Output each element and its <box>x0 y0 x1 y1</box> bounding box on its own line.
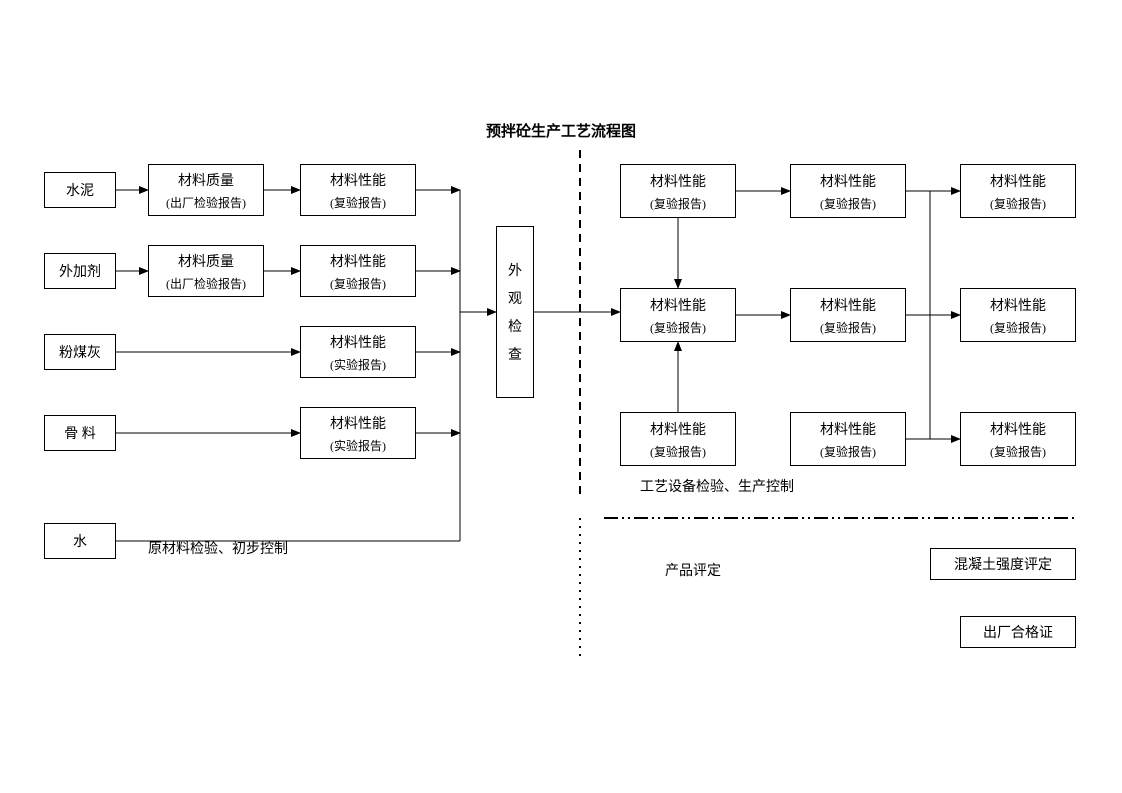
label-process-control: 工艺设备检验、生产控制 <box>640 476 794 496</box>
box-quality-2: 材料质量 (出厂检验报告) <box>148 245 264 297</box>
box-main: 材料性能 <box>990 295 1046 315</box>
box-quality-1: 材料质量 (出厂检验报告) <box>148 164 264 216</box>
box-aggregate: 骨 料 <box>44 415 116 451</box>
box-sub: (复验报告) <box>820 319 876 336</box>
label-product-eval: 产品评定 <box>665 560 721 580</box>
box-main: 材料性能 <box>650 171 706 191</box>
box-sub: (复验报告) <box>650 195 706 212</box>
box-main: 材料性能 <box>330 251 386 271</box>
box-r3c3: 材料性能 (复验报告) <box>960 412 1076 466</box>
vchar: 检 <box>508 316 522 336</box>
box-sub: (复验报告) <box>330 194 386 211</box>
box-cement: 水泥 <box>44 172 116 208</box>
box-sub: (复验报告) <box>650 319 706 336</box>
flowchart-arrows <box>0 0 1122 793</box>
box-sub: (复验报告) <box>330 275 386 292</box>
box-sub: (复验报告) <box>990 443 1046 460</box>
box-sub: (复验报告) <box>990 195 1046 212</box>
box-perf-1: 材料性能 (复验报告) <box>300 164 416 216</box>
box-r2c3: 材料性能 (复验报告) <box>960 288 1076 342</box>
box-r2c1: 材料性能 (复验报告) <box>620 288 736 342</box>
box-r1c2: 材料性能 (复验报告) <box>790 164 906 218</box>
box-main: 材料性能 <box>330 170 386 190</box>
box-sub: (实验报告) <box>330 356 386 373</box>
box-main: 材料质量 <box>178 251 234 271</box>
box-r1c1: 材料性能 (复验报告) <box>620 164 736 218</box>
box-main: 材料性能 <box>330 413 386 433</box>
box-main: 材料性能 <box>650 295 706 315</box>
box-main: 材料性能 <box>820 419 876 439</box>
box-strength-eval: 混凝土强度评定 <box>930 548 1076 580</box>
vchar: 查 <box>508 344 522 364</box>
page-title: 预拌砼生产工艺流程图 <box>0 120 1122 141</box>
box-additive: 外加剂 <box>44 253 116 289</box>
box-sub: (出厂检验报告) <box>166 194 246 211</box>
box-sub: (复验报告) <box>820 443 876 460</box>
box-factory-cert: 出厂合格证 <box>960 616 1076 648</box>
box-main: 材料性能 <box>820 295 876 315</box>
box-perf-4: 材料性能 (实验报告) <box>300 407 416 459</box>
label-raw-materials: 原材料检验、初步控制 <box>148 538 288 558</box>
box-sub: (出厂检验报告) <box>166 275 246 292</box>
box-perf-3: 材料性能 (实验报告) <box>300 326 416 378</box>
box-r2c2: 材料性能 (复验报告) <box>790 288 906 342</box>
box-main: 材料性能 <box>820 171 876 191</box>
box-main: 材料性能 <box>330 332 386 352</box>
box-r3c2: 材料性能 (复验报告) <box>790 412 906 466</box>
box-perf-2: 材料性能 (复验报告) <box>300 245 416 297</box>
box-main: 材料性能 <box>990 419 1046 439</box>
vchar: 观 <box>508 288 522 308</box>
box-main: 材料质量 <box>178 170 234 190</box>
box-water: 水 <box>44 523 116 559</box>
vchar: 外 <box>508 260 522 280</box>
box-sub: (复验报告) <box>820 195 876 212</box>
box-sub: (实验报告) <box>330 437 386 454</box>
box-r1c3: 材料性能 (复验报告) <box>960 164 1076 218</box>
box-r3c1: 材料性能 (复验报告) <box>620 412 736 466</box>
box-sub: (复验报告) <box>990 319 1046 336</box>
box-flyash: 粉煤灰 <box>44 334 116 370</box>
box-sub: (复验报告) <box>650 443 706 460</box>
box-main: 材料性能 <box>990 171 1046 191</box>
box-main: 材料性能 <box>650 419 706 439</box>
box-visual-inspection: 外 观 检 查 <box>496 226 534 398</box>
